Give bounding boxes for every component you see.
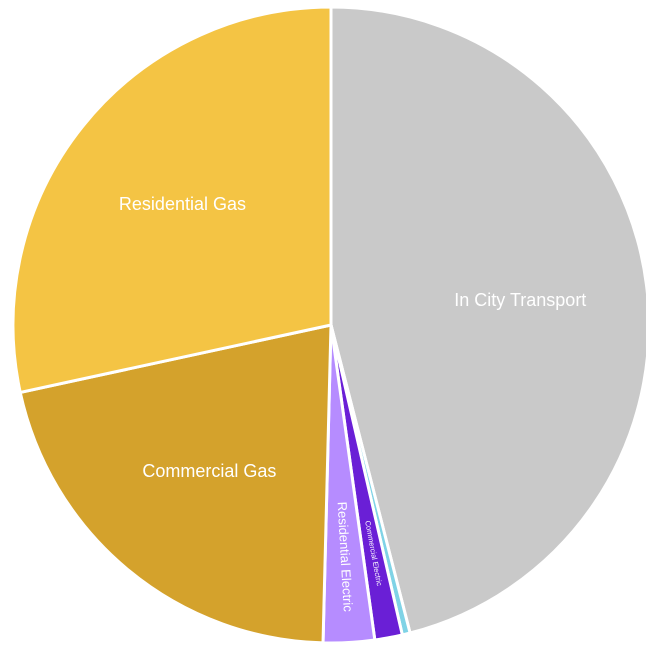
pie-slice	[329, 5, 646, 635]
pie-slice	[18, 323, 333, 645]
slice-label: Commercial Gas	[142, 461, 276, 481]
slice-label: Residential Gas	[119, 194, 246, 214]
slice-label: In City Transport	[454, 290, 586, 310]
slice-label: Residential Electric	[335, 501, 356, 612]
pie-slice	[11, 5, 333, 395]
